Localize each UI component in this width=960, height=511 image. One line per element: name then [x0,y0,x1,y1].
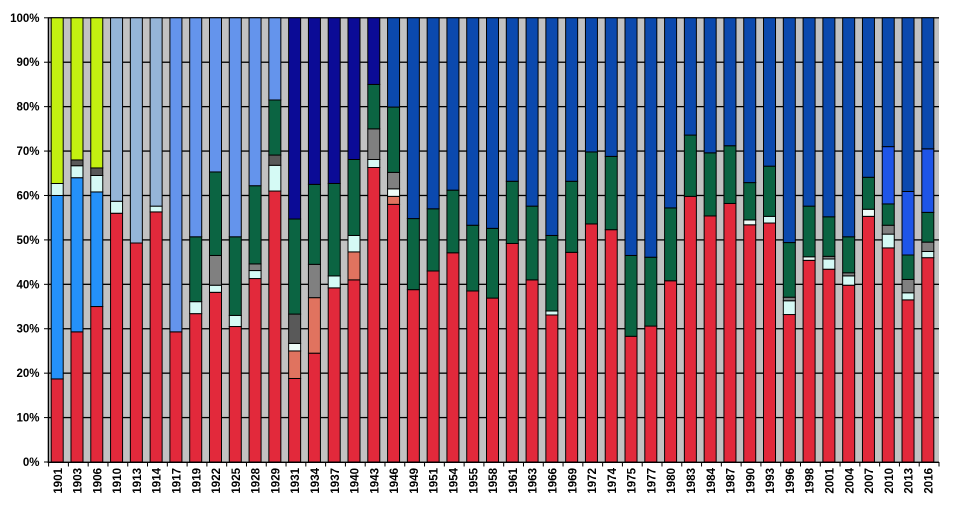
svg-text:50%: 50% [16,235,39,247]
svg-text:1901: 1901 [53,467,65,493]
svg-text:1910: 1910 [112,468,124,494]
svg-text:2010: 2010 [884,468,896,494]
svg-text:1954: 1954 [449,467,461,493]
svg-text:1972: 1972 [587,468,599,494]
svg-text:1996: 1996 [785,468,797,494]
svg-text:1998: 1998 [805,467,817,493]
svg-text:1903: 1903 [73,468,85,494]
svg-text:1925: 1925 [231,467,243,493]
svg-text:2001: 2001 [824,467,836,493]
svg-text:1966: 1966 [547,468,559,494]
svg-text:1951: 1951 [429,467,441,493]
svg-text:1940: 1940 [350,468,362,494]
svg-text:2004: 2004 [844,467,856,493]
svg-text:1980: 1980 [666,468,678,494]
svg-text:1984: 1984 [706,467,718,493]
svg-text:70%: 70% [16,146,39,158]
svg-text:1943: 1943 [369,468,381,494]
svg-text:1993: 1993 [765,468,777,494]
svg-text:1914: 1914 [152,467,164,493]
svg-text:1919: 1919 [191,468,203,494]
svg-text:1937: 1937 [330,468,342,494]
svg-text:1934: 1934 [310,467,322,493]
svg-text:2007: 2007 [864,468,876,494]
svg-text:1958: 1958 [488,467,500,493]
svg-text:1987: 1987 [726,468,738,494]
svg-text:1977: 1977 [646,468,658,494]
svg-text:0%: 0% [23,457,40,469]
svg-text:1922: 1922 [211,468,223,494]
svg-text:1917: 1917 [172,468,184,494]
svg-text:1975: 1975 [627,467,639,493]
svg-text:1974: 1974 [607,467,619,493]
svg-text:1928: 1928 [251,467,263,493]
svg-text:1983: 1983 [686,468,698,494]
svg-text:1990: 1990 [745,468,757,494]
svg-text:2013: 2013 [904,468,916,494]
svg-text:10%: 10% [16,413,39,425]
svg-text:1929: 1929 [270,468,282,494]
svg-text:80%: 80% [16,102,39,114]
svg-text:1906: 1906 [92,468,104,494]
svg-text:1949: 1949 [409,468,421,494]
svg-text:1955: 1955 [468,467,480,493]
svg-text:60%: 60% [16,190,39,202]
svg-text:1969: 1969 [567,468,579,494]
svg-text:1913: 1913 [132,468,144,494]
svg-text:30%: 30% [16,324,39,336]
svg-text:1946: 1946 [389,468,401,494]
svg-text:40%: 40% [16,279,39,291]
svg-text:1961: 1961 [508,467,520,493]
svg-text:20%: 20% [16,368,39,380]
svg-text:90%: 90% [16,57,39,69]
svg-text:1963: 1963 [528,468,540,494]
svg-text:2016: 2016 [923,468,935,494]
svg-text:1931: 1931 [290,467,302,493]
svg-text:100%: 100% [10,13,39,25]
